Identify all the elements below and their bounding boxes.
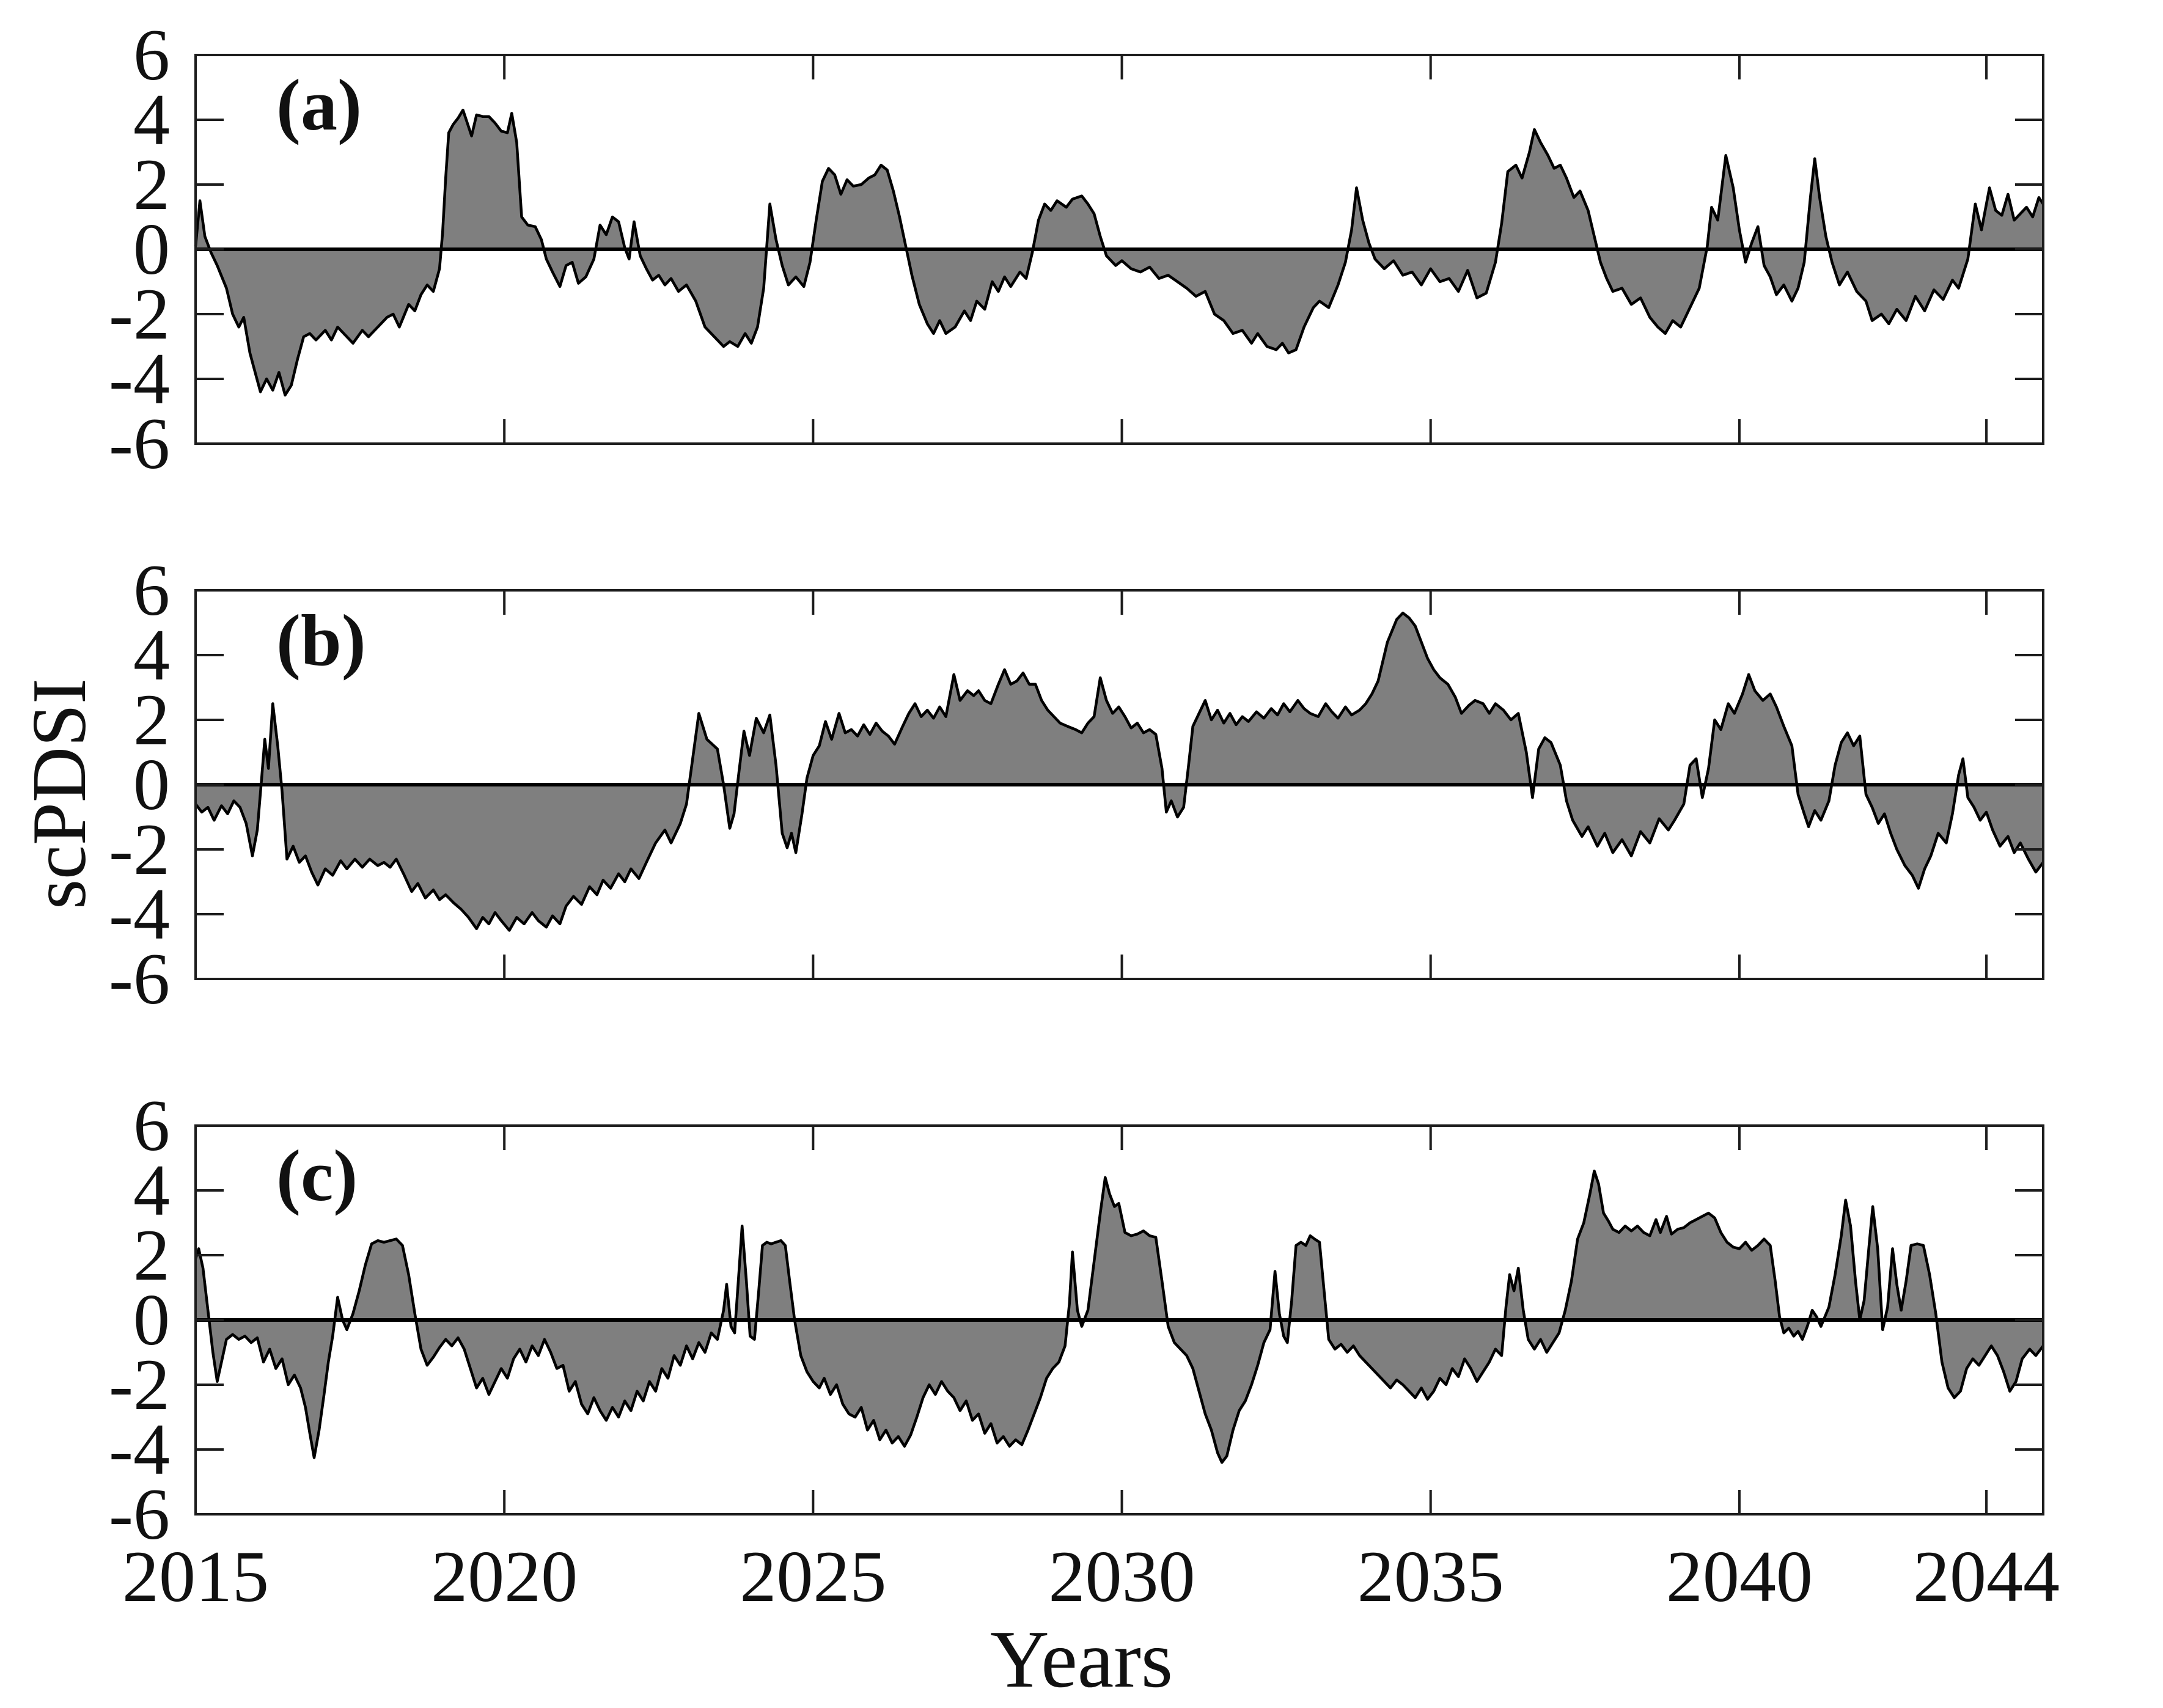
panel-label-c: (c) — [276, 1135, 358, 1216]
y-tick-label: -4 — [109, 1409, 170, 1490]
series-fill-b — [196, 613, 2043, 931]
y-axis-title: scPDSI — [17, 678, 102, 910]
y-tick-label: 6 — [133, 549, 170, 631]
series-line-b — [194, 611, 2044, 932]
series-fill-a — [196, 110, 2043, 395]
x-tick-label: 2030 — [1049, 1536, 1195, 1617]
y-tick-label: 4 — [133, 79, 170, 160]
x-tick-label: 2025 — [740, 1536, 886, 1617]
x-tick-label: 2015 — [122, 1536, 269, 1617]
y-tick-label: 4 — [133, 1149, 170, 1231]
series-fill-c — [196, 1171, 2043, 1463]
series-line-c — [194, 1169, 2044, 1464]
y-tick-label: 2 — [133, 679, 170, 760]
panel-label-b: (b) — [276, 599, 366, 681]
y-tick-label: 6 — [133, 14, 170, 95]
y-tick-label: 0 — [133, 208, 170, 290]
x-tick-label: 2020 — [431, 1536, 578, 1617]
y-tick-label: -2 — [109, 808, 170, 890]
y-tick-label: -6 — [109, 1473, 170, 1555]
series-line-a — [194, 108, 2044, 397]
x-tick-label: 2035 — [1357, 1536, 1504, 1617]
y-tick-label: -4 — [109, 873, 170, 955]
y-tick-label: 2 — [133, 144, 170, 225]
x-tick-label: 2040 — [1666, 1536, 1813, 1617]
y-tick-label: -6 — [109, 403, 170, 484]
y-tick-label: 6 — [133, 1085, 170, 1166]
y-tick-label: 4 — [133, 614, 170, 695]
x-tick-label: 2044 — [1913, 1536, 2060, 1617]
y-tick-label: 2 — [133, 1214, 170, 1296]
y-tick-label: 0 — [133, 1279, 170, 1360]
x-axis-title: Years — [990, 1614, 1173, 1704]
y-tick-label: -2 — [109, 1344, 170, 1425]
panel-label-a: (a) — [276, 64, 362, 145]
y-tick-label: -6 — [109, 938, 170, 1019]
y-tick-label: -2 — [109, 273, 170, 354]
y-tick-label: 0 — [133, 744, 170, 825]
y-tick-label: -4 — [109, 338, 170, 419]
